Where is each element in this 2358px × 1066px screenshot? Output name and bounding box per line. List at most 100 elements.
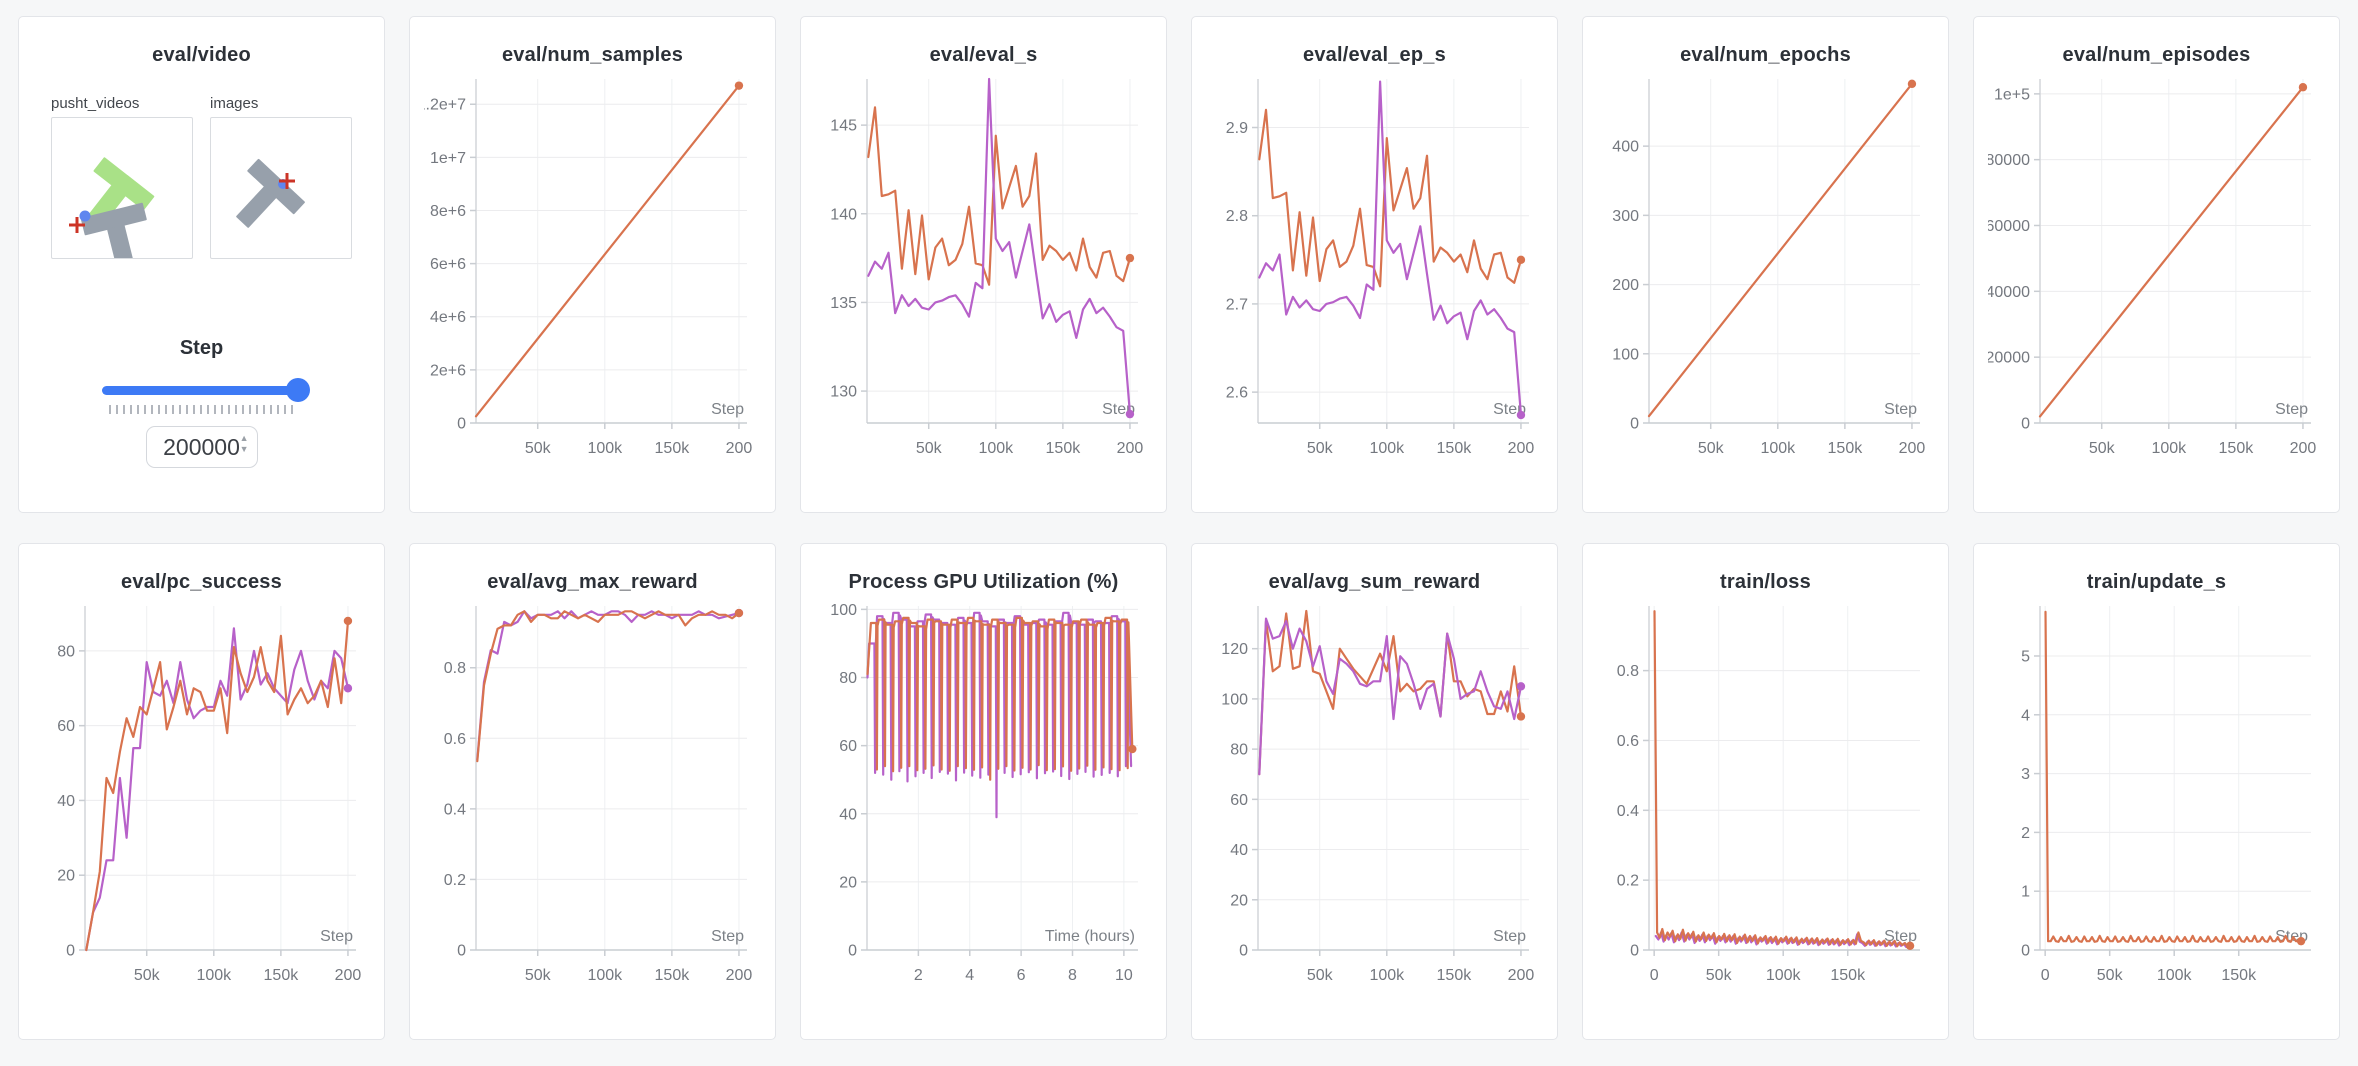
svg-text:80: 80 bbox=[57, 643, 75, 660]
images-label: images bbox=[210, 95, 259, 112]
eval-num-episodes-chart[interactable]: 0 20000 40000 60000 80000 1e+5 50k 100k 150k 200 S… bbox=[1986, 71, 2325, 476]
svg-text:0: 0 bbox=[1650, 967, 1659, 984]
svg-text:4e+6: 4e+6 bbox=[430, 309, 466, 326]
step-input[interactable] bbox=[161, 433, 242, 461]
svg-text:40000: 40000 bbox=[1988, 284, 2030, 301]
panel-eval-eval-s: eval/eval_s 130 135 140 145 50k 100k 150k 200 Ste… bbox=[800, 16, 1167, 513]
svg-text:0: 0 bbox=[848, 943, 857, 960]
svg-text:Step: Step bbox=[2275, 401, 2308, 418]
svg-text:100: 100 bbox=[1221, 691, 1248, 708]
svg-text:40: 40 bbox=[839, 806, 857, 823]
svg-text:6e+6: 6e+6 bbox=[430, 256, 466, 273]
svg-text:100: 100 bbox=[1612, 346, 1639, 363]
pusht-videos-label: pusht_videos bbox=[51, 95, 140, 112]
step-slider[interactable] bbox=[101, 378, 310, 402]
svg-text:50k: 50k bbox=[525, 440, 552, 457]
eval-avg-max-reward-chart[interactable]: 0 0.2 0.4 0.6 0.8 50k 100k 150k 200 Step bbox=[424, 598, 761, 1003]
svg-text:0: 0 bbox=[1239, 943, 1248, 960]
svg-text:150k: 150k bbox=[1437, 440, 1473, 457]
svg-text:0: 0 bbox=[1630, 943, 1639, 960]
step-slider-track[interactable] bbox=[101, 386, 302, 395]
svg-text:0.4: 0.4 bbox=[444, 801, 466, 818]
svg-text:50k: 50k bbox=[1706, 967, 1733, 984]
svg-text:0: 0 bbox=[2021, 416, 2030, 433]
pusht-videos-thumbnail[interactable] bbox=[51, 117, 193, 268]
svg-text:0: 0 bbox=[66, 943, 75, 960]
svg-text:0.6: 0.6 bbox=[444, 731, 466, 748]
panel-train-loss: train/loss 0 0.2 0.4 0.6 0.8 0 50k 100k 150k Step bbox=[1582, 543, 1949, 1040]
svg-text:50k: 50k bbox=[1698, 440, 1725, 457]
panel-eval-eval-ep-s: eval/eval_ep_s 2.6 2.7 2.8 2.9 50k 100k 150k 200… bbox=[1191, 16, 1558, 513]
svg-text:60: 60 bbox=[1230, 792, 1248, 809]
svg-text:6: 6 bbox=[1017, 967, 1026, 984]
svg-text:3: 3 bbox=[2021, 766, 2030, 783]
svg-text:150k: 150k bbox=[1046, 440, 1082, 457]
svg-text:100k: 100k bbox=[2151, 440, 2187, 457]
svg-text:4: 4 bbox=[2021, 707, 2030, 724]
svg-text:2.6: 2.6 bbox=[1226, 385, 1248, 402]
svg-text:Step: Step bbox=[711, 401, 744, 418]
svg-text:50k: 50k bbox=[2089, 440, 2116, 457]
panel-eval-avg-sum-reward: eval/avg_sum_reward 0 20 40 60 80 100 120 50k 100… bbox=[1191, 543, 1558, 1040]
svg-text:80: 80 bbox=[839, 670, 857, 687]
stepper-down-icon[interactable]: ▼ bbox=[239, 444, 249, 454]
svg-text:0.4: 0.4 bbox=[1617, 803, 1639, 820]
svg-text:20: 20 bbox=[1230, 892, 1248, 909]
svg-text:120: 120 bbox=[1221, 641, 1248, 658]
eval-num-samples-chart[interactable]: 0 2e+6 4e+6 6e+6 8e+6 1e+7 1.2e+7 50k 100k 150k 20… bbox=[417, 71, 761, 476]
svg-text:60000: 60000 bbox=[1988, 218, 2030, 235]
eval-eval-ep-s-chart[interactable]: 2.6 2.7 2.8 2.9 50k 100k 150k 200 Step bbox=[1206, 71, 1543, 476]
svg-text:50k: 50k bbox=[2097, 967, 2124, 984]
svg-text:300: 300 bbox=[1612, 208, 1639, 225]
svg-text:50k: 50k bbox=[525, 967, 552, 984]
svg-text:150k: 150k bbox=[2221, 967, 2257, 984]
svg-text:150k: 150k bbox=[1437, 967, 1473, 984]
eval-num-epochs-chart[interactable]: 0 100 200 300 400 50k 100k 150k 200 Step bbox=[1597, 71, 1934, 476]
panel-title-eval-video: eval/video bbox=[152, 44, 251, 66]
svg-text:100k: 100k bbox=[1369, 440, 1405, 457]
svg-text:Step: Step bbox=[1493, 928, 1526, 945]
svg-text:145: 145 bbox=[830, 118, 857, 135]
panel-eval-num-episodes: eval/num_episodes 0 20000 40000 60000 80000 1e… bbox=[1973, 16, 2340, 513]
svg-text:0.8: 0.8 bbox=[444, 660, 466, 677]
images-thumbnail[interactable] bbox=[210, 117, 352, 259]
svg-text:2: 2 bbox=[914, 967, 923, 984]
svg-text:2: 2 bbox=[2021, 825, 2030, 842]
target-cross-icon bbox=[279, 173, 295, 189]
train-update-s-chart[interactable]: 0 1 2 3 4 5 0 50k 100k 150k Step bbox=[1988, 598, 2325, 1003]
svg-text:80: 80 bbox=[1230, 742, 1248, 759]
svg-text:10: 10 bbox=[1115, 967, 1133, 984]
step-slider-thumb[interactable] bbox=[285, 378, 310, 402]
eval-eval-s-chart[interactable]: 130 135 140 145 50k 100k 150k 200 Step bbox=[815, 71, 1152, 476]
t-object-gray bbox=[236, 158, 305, 228]
process-gpu-utilization-chart[interactable]: 0 20 40 60 80 100 2 4 6 8 10 Time (hours) bbox=[815, 598, 1152, 1003]
svg-text:140: 140 bbox=[830, 206, 857, 223]
svg-text:0: 0 bbox=[1630, 416, 1639, 433]
svg-text:Step: Step bbox=[320, 928, 353, 945]
chart-title-eval-eval-ep-s: eval/eval_ep_s bbox=[1303, 44, 1446, 66]
svg-text:40: 40 bbox=[57, 793, 75, 810]
svg-text:20000: 20000 bbox=[1988, 350, 2030, 367]
t-object-gray bbox=[80, 202, 147, 268]
svg-text:0.6: 0.6 bbox=[1617, 733, 1639, 750]
svg-text:200: 200 bbox=[1508, 967, 1535, 984]
chart-title-train-update-s: train/update_s bbox=[2086, 571, 2227, 593]
train-loss-chart[interactable]: 0 0.2 0.4 0.6 0.8 0 50k 100k 150k Step bbox=[1597, 598, 1934, 1003]
panel-eval-avg-max-reward: eval/avg_max_reward 0 0.2 0.4 0.6 0.8 50k 100k 1… bbox=[409, 543, 776, 1040]
svg-text:100k: 100k bbox=[196, 967, 232, 984]
svg-text:100k: 100k bbox=[2157, 967, 2193, 984]
panel-eval-video: eval/video pusht_videos bbox=[18, 16, 385, 513]
svg-text:150k: 150k bbox=[655, 967, 691, 984]
svg-text:2.9: 2.9 bbox=[1226, 120, 1248, 137]
stepper-up-icon[interactable]: ▲ bbox=[239, 433, 249, 443]
svg-text:400: 400 bbox=[1612, 139, 1639, 156]
eval-pc-success-chart[interactable]: 0 20 40 60 80 50k 100k 150k 200 Step bbox=[33, 598, 370, 1003]
svg-text:50k: 50k bbox=[1307, 440, 1334, 457]
svg-text:5: 5 bbox=[2021, 648, 2030, 665]
svg-text:0.8: 0.8 bbox=[1617, 663, 1639, 680]
svg-text:200: 200 bbox=[2290, 440, 2317, 457]
eval-avg-sum-reward-chart[interactable]: 0 20 40 60 80 100 120 50k 100k 150k 200 Step bbox=[1206, 598, 1543, 1003]
step-slider-ruler bbox=[108, 405, 295, 414]
svg-text:2e+6: 2e+6 bbox=[430, 362, 466, 379]
step-control: Step ▲ ▼ bbox=[33, 337, 370, 468]
